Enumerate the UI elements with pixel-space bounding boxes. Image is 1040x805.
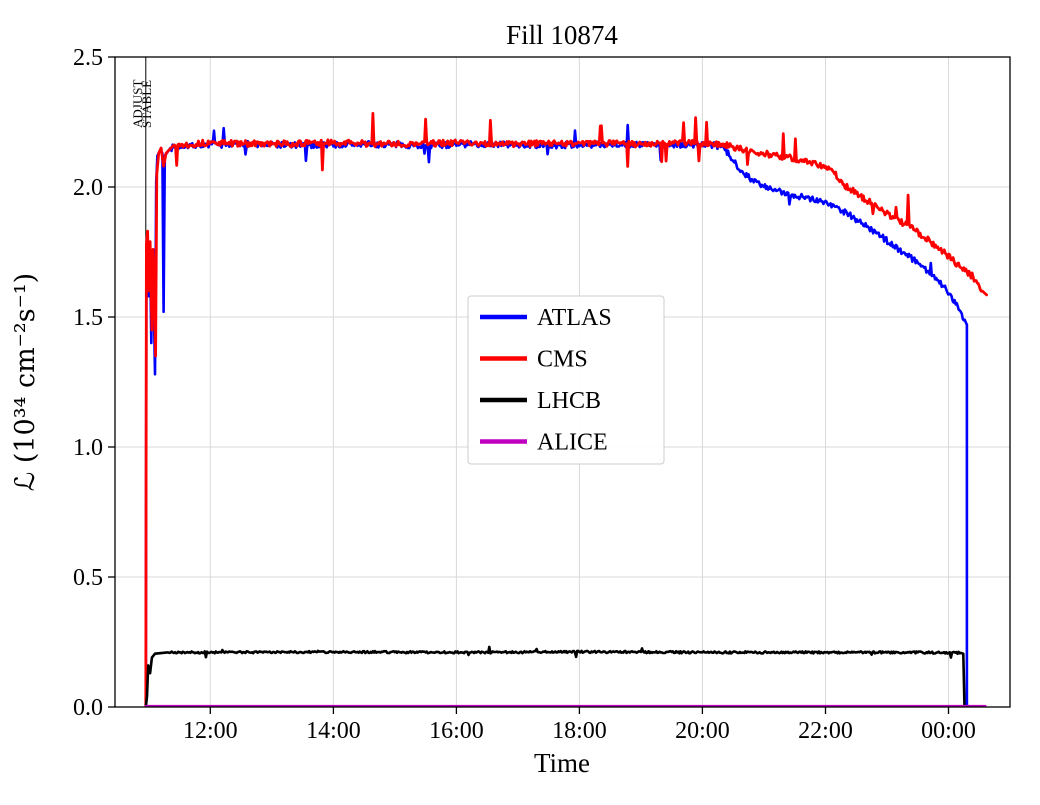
x-tick-label: 20:00 bbox=[675, 718, 730, 744]
x-tick-label: 16:00 bbox=[429, 718, 484, 744]
legend-box bbox=[467, 295, 665, 465]
x-tick-label: 12:00 bbox=[183, 718, 238, 744]
y-tick-label: 1.0 bbox=[73, 435, 103, 461]
y-tick-label: 2.5 bbox=[73, 45, 103, 71]
x-axis-label: Time bbox=[534, 748, 590, 778]
chart-title: Fill 10874 bbox=[506, 20, 618, 50]
series-atlas-line bbox=[144, 123, 969, 707]
x-tick-label: 22:00 bbox=[798, 718, 853, 744]
series-lhcb-line bbox=[144, 645, 966, 707]
legend-label-cms: CMS bbox=[537, 347, 588, 373]
series-cms-line bbox=[144, 112, 988, 707]
beam-mode-label: ADJUST bbox=[130, 80, 145, 128]
x-tick-label: 14:00 bbox=[306, 718, 361, 744]
beam-mode-label: STABLE bbox=[139, 80, 154, 128]
y-tick-label: 0.5 bbox=[73, 565, 103, 591]
legend-label-alice: ALICE bbox=[537, 430, 608, 456]
data-series bbox=[144, 112, 988, 707]
y-axis-label: ℒ (10³⁴ cm⁻²s⁻¹) bbox=[10, 273, 41, 491]
axis-ticks bbox=[108, 56, 950, 714]
x-tick-label: 18:00 bbox=[552, 718, 607, 744]
y-tick-label: 0.0 bbox=[73, 695, 103, 721]
x-tick-label: 00:00 bbox=[921, 718, 976, 744]
axis-tick-labels: 12:00 14:00 16:00 18:00 20:00 22:00 00:00 0.0 0.… bbox=[73, 45, 976, 744]
legend: ATLAS CMS LHCB ALICE bbox=[467, 295, 665, 465]
axes-border bbox=[114, 56, 1011, 708]
y-tick-label: 2.0 bbox=[73, 175, 103, 201]
y-tick-label: 1.5 bbox=[73, 305, 103, 331]
legend-label-atlas: ATLAS bbox=[537, 305, 612, 331]
legend-label-lhcb: LHCB bbox=[537, 388, 601, 414]
